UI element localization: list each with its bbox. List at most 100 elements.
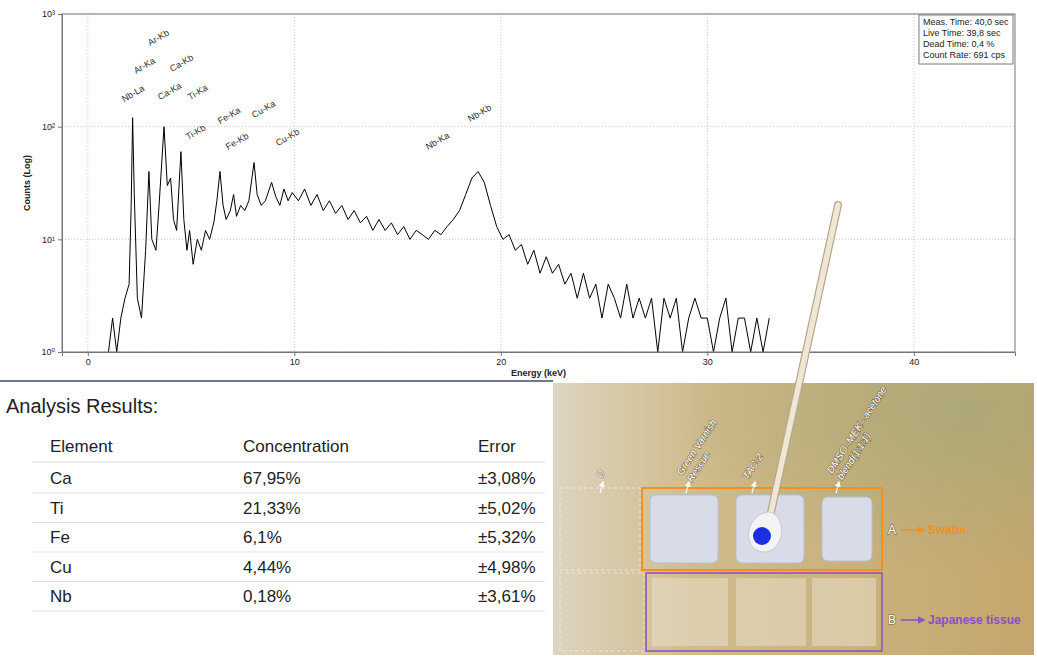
table-cell: 21,33%: [243, 499, 301, 518]
info-line: Meas. Time: 40,0 sec: [923, 17, 1009, 27]
y-axis-line: [58, 15, 63, 353]
swab-head: [749, 512, 782, 552]
label-arrow: [752, 482, 755, 493]
y-tick-label: 10²: [42, 122, 55, 132]
x-tick: 40: [909, 352, 919, 367]
x-tick-mark: [294, 352, 295, 356]
x-tick: 20: [496, 352, 506, 367]
table-cell: 67,95%: [243, 469, 301, 488]
row-rule: [32, 493, 545, 494]
y-tick: 10⁰: [41, 347, 62, 357]
x-tick-label: 10: [290, 357, 300, 367]
x-grid-line: [500, 14, 501, 352]
x-tick-mark: [914, 352, 915, 356]
swab-stick: [768, 205, 838, 526]
row-arrow: [901, 619, 924, 621]
table-cell: 4,44%: [243, 558, 291, 577]
table-cell: Ca: [50, 469, 72, 488]
row-rule: [32, 522, 545, 523]
results-table: Analysis Results: Element Concentration Err…: [6, 395, 545, 611]
table-cell: ±4,98%: [478, 558, 536, 577]
blank-frame: [560, 573, 644, 651]
x-tick-mark: [707, 352, 708, 356]
tissue-area: [812, 578, 876, 646]
plot-area: [108, 118, 769, 352]
column-header: Element: [50, 437, 113, 456]
table-cell: Fe: [50, 528, 70, 547]
blank-frame: [560, 488, 640, 570]
peak-label: Ca-Ka: [156, 80, 183, 101]
info-box-frame: [919, 15, 1013, 64]
swab-stick-edge: [768, 205, 838, 526]
label-arrow: [836, 482, 839, 493]
swab-area: [650, 495, 718, 563]
peak-labels: Nb-La Ar-Ka Ar-Kb Ca-Ka Ca-Kb Ti-Ka Ti-Kb Fe-Ka…: [120, 28, 493, 152]
y-grid-line: [62, 239, 1015, 240]
x-grid-line: [913, 14, 914, 352]
peak-label: Cu-Ka: [250, 98, 277, 119]
plot-frame: [62, 14, 1015, 352]
y-tick: 10²: [42, 122, 62, 132]
column-label: DMSO–MEK– acetoneblend(1:1:1): [824, 384, 899, 482]
peak-label: Ti-Ka: [186, 83, 209, 102]
x-grid-line: [294, 14, 295, 352]
table-cell: Nb: [50, 587, 72, 606]
row-rule: [32, 581, 545, 582]
y-tick-label: 10³: [42, 9, 55, 19]
row-label: Swabs: [928, 523, 966, 537]
x-tick: 30: [703, 352, 713, 367]
y-tick: 10¹: [42, 235, 62, 245]
peak-label: Cu-Kb: [274, 127, 301, 148]
x-tick-mark: [501, 352, 502, 356]
table-cell: 0,18%: [243, 587, 291, 606]
x-tick: 10: [290, 352, 300, 367]
x-tick-label: 30: [703, 357, 713, 367]
row-rule: [32, 462, 545, 463]
peak-label: Nb-Ka: [424, 130, 451, 151]
x-axis-line: [63, 353, 1016, 357]
column-header: Concentration: [243, 437, 349, 456]
peak-label: Fe-Kb: [224, 131, 250, 152]
y-axis-title: Counts (Log): [22, 155, 32, 211]
column-header: Error: [478, 437, 516, 456]
spectrum-line: [108, 118, 769, 352]
info-line: Count Rate: 691 cps: [923, 50, 1006, 60]
row-label: Japanese tissue: [928, 613, 1021, 627]
column-label: Green VarnishRescue: [674, 417, 728, 484]
y-tick-mark: [58, 127, 62, 128]
frame-a: [642, 488, 882, 570]
y-axis: 10⁰ 10¹ 10² 10³: [41, 9, 62, 357]
y-grid-line: [62, 126, 1015, 127]
row-arrow: [901, 529, 924, 531]
chart: 01020304010⁰10¹10²10³Energy (keV)Counts …: [22, 9, 1016, 378]
table-cell: ±5,32%: [478, 528, 536, 547]
label-arrow: [686, 482, 689, 493]
label-arrow: [600, 482, 603, 493]
table-cell: Cu: [50, 558, 72, 577]
peak-label: Ca-Kb: [168, 52, 195, 73]
row-rule: [32, 552, 545, 553]
column-label: 0: [594, 468, 606, 479]
y-tick: 10³: [42, 9, 62, 19]
x-tick-label: 40: [909, 357, 919, 367]
peak-label: Ar-Ka: [132, 56, 157, 76]
sample-point: [753, 527, 771, 545]
table-cell: ±3,08%: [478, 469, 536, 488]
x-tick-label: 0: [86, 357, 91, 367]
tissue-area: [652, 578, 728, 646]
column-label: TAC-2: [740, 451, 765, 481]
y-tick-mark: [58, 14, 62, 15]
grid: [62, 14, 1015, 352]
frame-b: [646, 573, 882, 651]
x-grid-line: [87, 14, 88, 352]
y-tick-label: 10¹: [42, 235, 55, 245]
x-tick-label: 20: [496, 357, 506, 367]
peak-label: Ti-Kb: [184, 123, 207, 142]
y-tick-mark: [58, 352, 62, 353]
x-grid-line: [707, 14, 708, 352]
peak-label: Fe-Ka: [216, 105, 242, 126]
peak-label: Nb-La: [120, 83, 146, 104]
info-line: Dead Time: 0,4 %: [923, 39, 995, 49]
table-title: Analysis Results:: [6, 395, 158, 417]
peak-label: Ar-Kb: [146, 28, 171, 48]
